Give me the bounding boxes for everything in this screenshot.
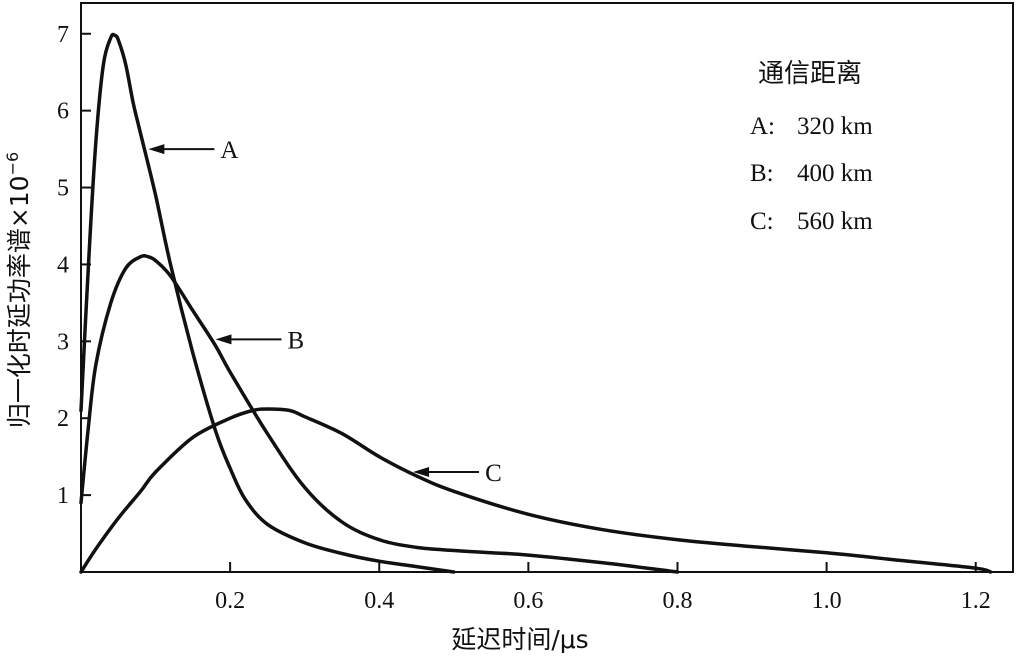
y-axis-ticks: 1 2 3 4 5 6 7 [57,22,91,509]
x-axis-label: 延迟时间/μs [451,625,588,654]
y-tick-label: 3 [57,329,69,355]
series-b-line [79,253,680,574]
legend-entry-b-value: 400 km [797,160,873,187]
x-axis-ticks: 0.2 0.4 0.6 0.8 1.0 1.2 [215,562,991,614]
annotation-layer: A B C [148,137,502,487]
x-tick-label: 0.8 [662,588,692,614]
legend-entry-b-letter: B: [750,160,774,187]
annotation-arrowhead-a [148,144,165,155]
x-tick-label: 1.2 [961,588,991,614]
x-tick-label: 0.4 [364,588,394,614]
series-a-line [79,32,456,574]
y-tick-label: 4 [57,252,69,278]
y-axis-label-group: 归一化时延功率谱×10−6 [3,152,34,428]
x-tick-label: 0.6 [513,588,543,614]
y-axis-label: 归一化时延功率谱×10 [5,175,34,428]
x-tick-label: 1.0 [812,588,842,614]
y-tick-label: 1 [57,483,69,509]
legend-title: 通信距离 [758,59,862,89]
legend-entry-c-value: 560 km [797,208,873,235]
annotation-arrowhead-c [413,467,430,478]
y-tick-label: 5 [57,176,69,202]
annotation-label-a: A [220,137,238,164]
plot-frame [80,2,1014,573]
legend-entry-a-value: 320 km [797,113,873,140]
legend-entry-a-letter: A: [750,113,775,140]
legend-entry-c-letter: C: [750,208,774,235]
annotation-arrowhead-b [215,334,232,345]
y-tick-label: 7 [57,22,69,48]
y-tick-label: 6 [57,99,69,125]
x-tick-label: 0.2 [215,588,245,614]
series-c-line [79,407,993,574]
legend: 通信距离 A: 320 km B: 400 km C: 560 km [750,59,873,235]
annotation-label-c: C [485,460,502,487]
series-layer [79,32,993,574]
y-tick-label: 2 [57,406,69,432]
y-axis-label-exponent: −6 [3,152,22,176]
svg-text:归一化时延功率谱×10−6: 归一化时延功率谱×10−6 [3,152,34,428]
annotation-label-b: B [287,327,304,354]
